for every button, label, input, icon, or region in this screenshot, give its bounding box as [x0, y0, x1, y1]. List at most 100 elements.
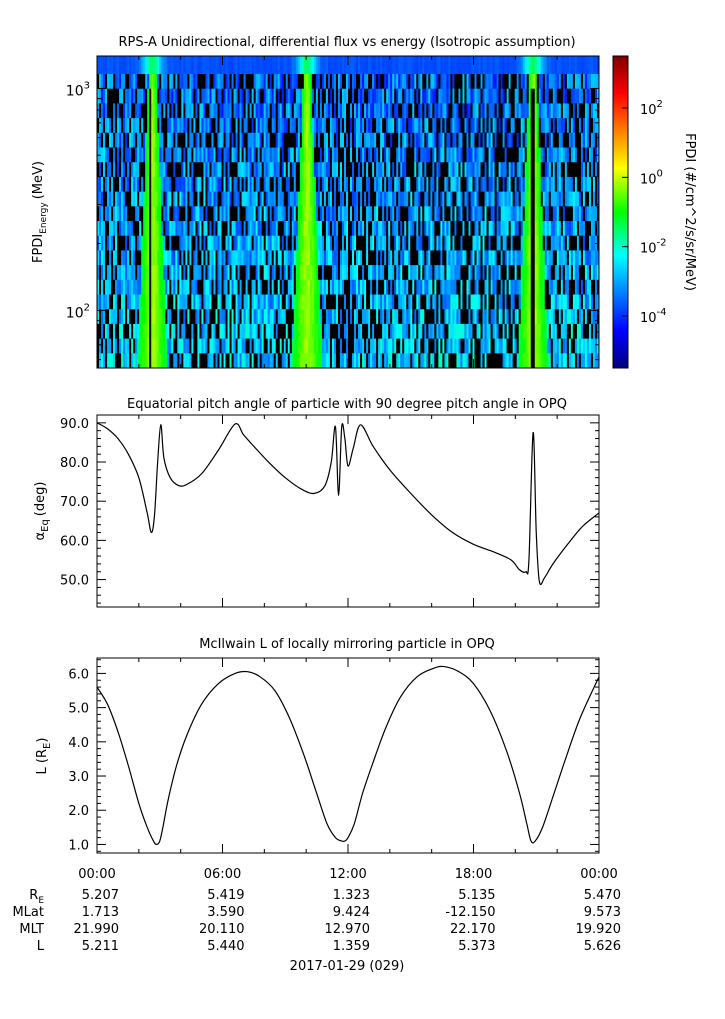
- spectrogram-cell: [175, 294, 178, 310]
- spectrogram-cell: [133, 279, 136, 295]
- spectrogram-cell: [215, 56, 218, 74]
- spectrogram-cell: [354, 88, 357, 104]
- spectrogram-cell: [123, 353, 126, 369]
- spectrogram-cell: [171, 265, 174, 281]
- spectrogram-cell: [514, 279, 518, 295]
- spectrogram-cell: [179, 103, 182, 119]
- spectrogram-cell: [466, 235, 469, 251]
- spectrogram-cell: [568, 191, 572, 207]
- spectrogram-cell: [217, 147, 220, 163]
- spectrogram-cell: [275, 176, 279, 193]
- spectrogram-cell: [452, 206, 455, 222]
- spectrogram-cell: [544, 309, 548, 325]
- spectrogram-cell: [462, 162, 465, 178]
- spectrogram-cell: [566, 338, 570, 354]
- spectrogram-cell: [209, 132, 212, 148]
- spectrogram-cell: [352, 309, 355, 325]
- spectrogram-cell: [217, 353, 220, 369]
- spectrogram-cell: [243, 353, 247, 369]
- spectrogram-cell: [546, 74, 550, 90]
- spectrogram-cell: [404, 279, 407, 295]
- spectrogram-cell: [331, 265, 335, 281]
- spectrogram-cell: [171, 56, 174, 74]
- spectrogram-cell: [470, 265, 473, 281]
- spectrogram-cell: [315, 206, 319, 222]
- spectrogram-cell: [231, 206, 235, 222]
- spectrogram-cell: [325, 147, 329, 163]
- spectrogram-cell: [229, 323, 233, 340]
- spectrogram-cell: [374, 176, 377, 193]
- spectrogram-cell: [406, 221, 409, 237]
- spectrogram-cell: [277, 265, 281, 281]
- spectrogram-cell: [368, 88, 371, 104]
- spectrogram-cell: [410, 147, 413, 163]
- spectrogram-cell: [239, 147, 243, 163]
- spectrogram-cell: [420, 147, 423, 163]
- spectrogram-cell: [135, 279, 138, 295]
- spectrogram-cell: [414, 279, 417, 295]
- spectrogram-cell: [251, 265, 255, 281]
- spectrogram-cell: [321, 132, 325, 148]
- spectrogram-cell: [354, 221, 357, 237]
- spectrogram-cell: [329, 74, 333, 90]
- spectrogram-cell: [364, 118, 367, 134]
- spectrogram-cell: [107, 309, 110, 325]
- spectrogram-cell: [516, 250, 520, 266]
- spectrogram-cell: [325, 279, 329, 295]
- spectrogram-cell: [572, 132, 576, 148]
- spectrogram-cell: [217, 191, 220, 207]
- spectrogram-cell: [434, 103, 437, 119]
- spectrogram-cell: [556, 279, 560, 295]
- spectrogram-cell: [315, 235, 319, 251]
- spectrogram-cell: [331, 103, 335, 119]
- spectrogram-cell: [165, 206, 168, 222]
- spectrogram-cell: [199, 206, 202, 222]
- spectrogram-cell: [490, 88, 494, 104]
- spectrogram-cell: [474, 323, 478, 340]
- spectrogram-cell: [390, 221, 393, 237]
- spectrogram-cell: [319, 118, 323, 134]
- spectrogram-cell: [215, 103, 218, 119]
- spectrogram-cell: [179, 235, 182, 251]
- spectrogram-cell: [247, 176, 251, 193]
- spectrogram-cell: [506, 265, 510, 281]
- spectrogram-cell: [205, 118, 208, 134]
- spectrogram-cell: [307, 338, 311, 354]
- spectrogram-cell: [404, 56, 407, 74]
- spectrogram-cell: [388, 309, 391, 325]
- spectrogram-cell: [414, 147, 417, 163]
- spectrogram-cell: [472, 162, 476, 178]
- spectrogram-cell: [239, 56, 243, 74]
- spectrogram-cell: [516, 353, 520, 369]
- spectrogram-cell: [416, 235, 419, 251]
- spectrogram-cell: [269, 279, 273, 295]
- spectrogram-cell: [191, 147, 194, 163]
- spectrogram-cell: [141, 147, 144, 163]
- spectrogram-cell: [269, 56, 273, 74]
- spectrogram-cell: [540, 206, 544, 222]
- spectrogram-cell: [299, 191, 303, 207]
- spectrogram-cell: [277, 191, 281, 207]
- spectrogram-cell: [352, 206, 355, 222]
- spectrogram-cell: [187, 88, 190, 104]
- spectrogram-cell: [494, 353, 498, 369]
- spectrogram-cell: [241, 176, 245, 193]
- spectrogram-cell: [161, 118, 164, 134]
- spectrogram-cell: [113, 309, 116, 325]
- spectrogram-cell: [524, 279, 528, 295]
- spectrogram-cell: [217, 162, 220, 178]
- spectrogram-cell: [382, 265, 385, 281]
- spectrogram-cell: [197, 250, 200, 266]
- spectrogram-cell: [502, 147, 506, 163]
- spectrogram-cell: [356, 221, 359, 237]
- spectrogram-cell: [348, 353, 351, 369]
- spectrogram-cell: [376, 338, 379, 354]
- spectrogram-cell: [287, 103, 291, 119]
- spectrogram-cell: [538, 56, 542, 74]
- spectrogram-cell: [151, 221, 154, 237]
- spectrogram-cell: [259, 250, 263, 266]
- spectrogram-cell: [524, 162, 528, 178]
- spectrogram-cell: [542, 88, 546, 104]
- spectrogram-cell: [187, 162, 190, 178]
- spectrogram-cell: [442, 176, 445, 193]
